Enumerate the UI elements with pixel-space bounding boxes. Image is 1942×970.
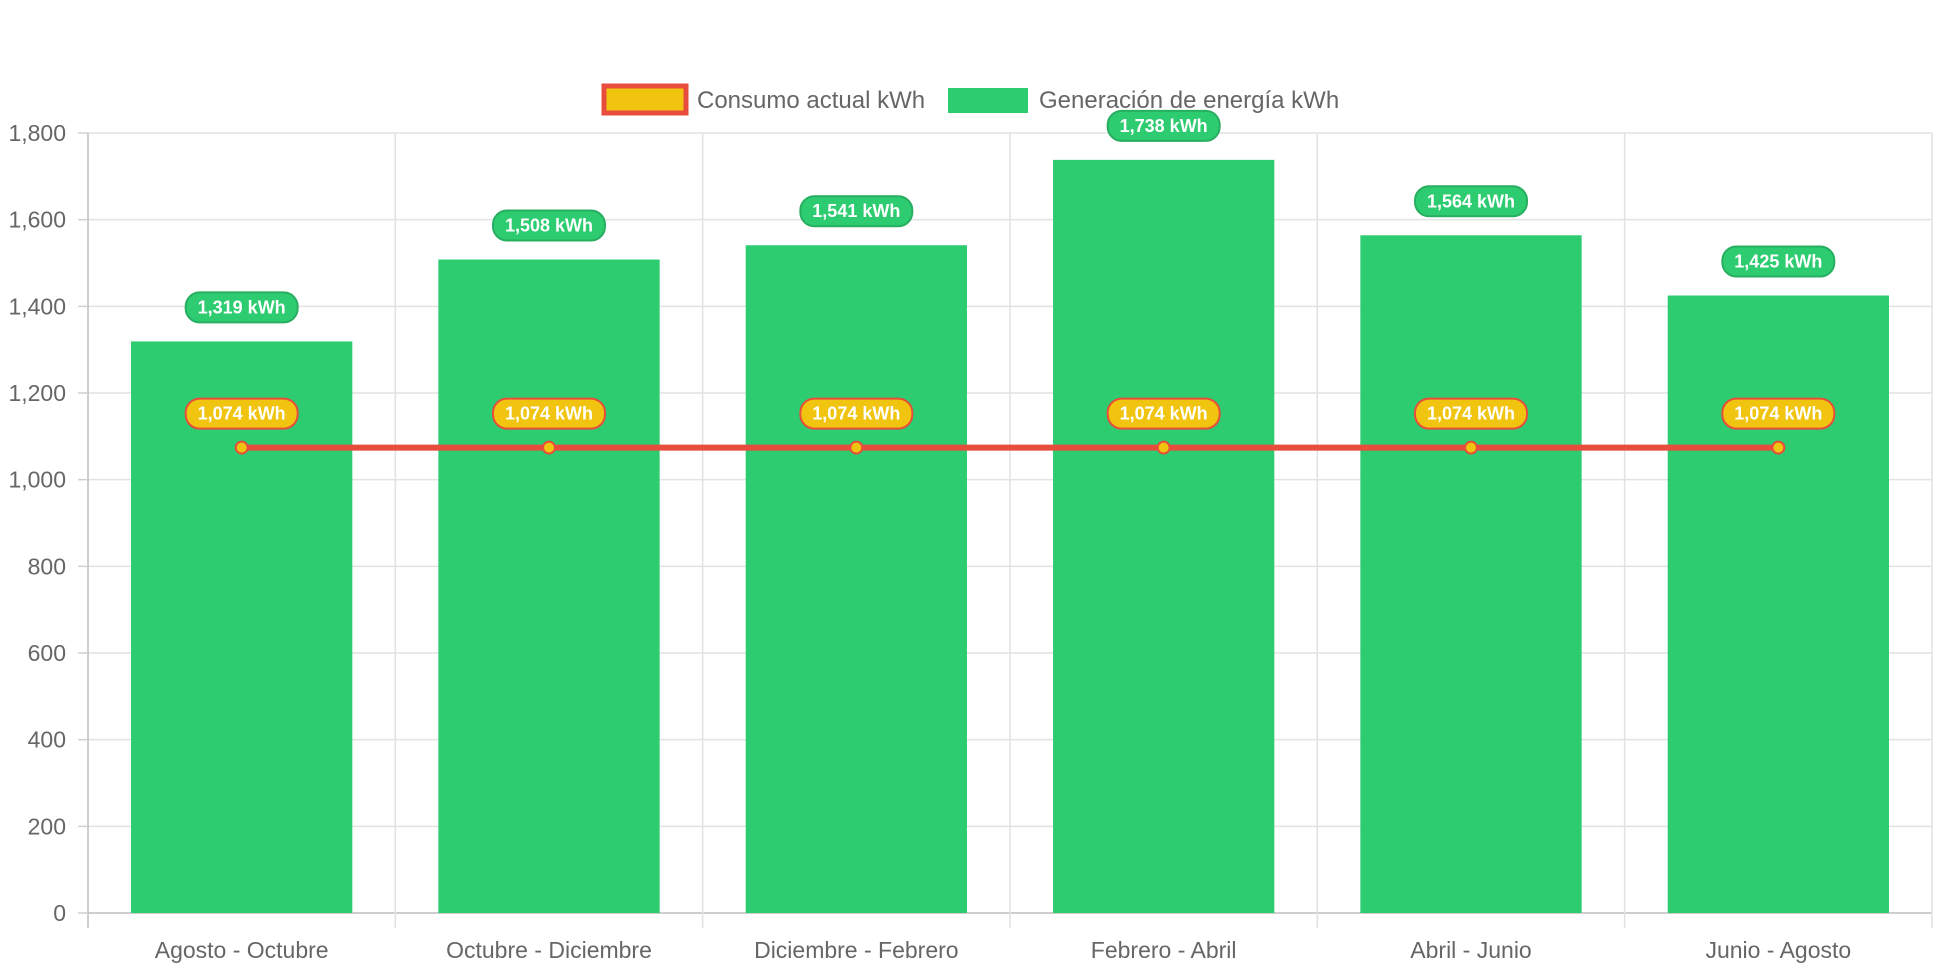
data-labels: 1,319 kWh 1,508 kWh 1,541 kWh 1,738 kWh 1,56… [184, 109, 1836, 430]
data-label-generacion: 1,564 kWh [1414, 185, 1528, 218]
x-tick-label: Agosto - Octubre [155, 937, 329, 963]
data-label-generacion-box [492, 209, 606, 242]
data-label-generacion: 1,508 kWh [492, 209, 606, 242]
data-label-consumo-text: 1,074 kWh [505, 404, 593, 424]
grid [87, 132, 1933, 928]
point-consumo [1464, 440, 1478, 455]
data-label-generacion-text: 1,541 kWh [812, 201, 900, 221]
data-label-generacion: 1,738 kWh [1106, 109, 1221, 142]
line-series-consumo [234, 440, 1786, 455]
legend-label-consumo: Consumo actual kWh [697, 87, 925, 114]
data-label-generacion-box [184, 291, 299, 324]
bar-generacion [745, 245, 967, 913]
point-consumo [1156, 440, 1171, 455]
data-label-consumo-text: 1,074 kWh [1120, 404, 1208, 424]
y-tick-label: 1,800 [8, 120, 66, 146]
data-label-consumo: 1,074 kWh [1106, 397, 1221, 430]
data-label-generacion: 1,425 kWh [1721, 245, 1836, 278]
bar-generacion [131, 341, 353, 913]
x-tick-label: Diciembre - Febrero [754, 937, 959, 963]
point-consumo [234, 440, 249, 455]
point-consumo [849, 440, 864, 455]
data-label-generacion-box [1721, 245, 1836, 278]
x-tick-label: Octubre - Diciembre [446, 937, 652, 963]
data-label-consumo: 1,074 kWh [1414, 397, 1528, 430]
x-tick-label: Junio - Agosto [1705, 937, 1851, 963]
bar-series-generacion [131, 159, 1889, 913]
data-label-generacion: 1,541 kWh [799, 195, 914, 228]
data-label-generacion-text: 1,564 kWh [1427, 191, 1515, 211]
y-tick-label: 600 [28, 640, 66, 666]
data-label-generacion-text: 1,319 kWh [198, 297, 286, 317]
y-tick-label: 1,000 [8, 467, 66, 493]
axes: 0 200 400 600 800 1,000 1,200 1,400 1,600 1,800 Ag… [8, 120, 1851, 963]
data-label-consumo-box [492, 397, 606, 430]
y-tick-label: 1,200 [8, 380, 66, 406]
data-label-generacion-box [1414, 185, 1528, 218]
data-label-consumo-text: 1,074 kWh [812, 404, 900, 424]
legend-swatch-consumo [601, 83, 689, 116]
data-label-consumo-box [1106, 397, 1221, 430]
legend-item-generacion[interactable]: Generación de energía kWh [948, 87, 1339, 114]
data-label-consumo-text: 1,074 kWh [1734, 404, 1822, 424]
bar-generacion [1360, 235, 1582, 913]
legend-item-consumo[interactable]: Consumo actual kWh [601, 83, 925, 116]
data-label-consumo-box [799, 397, 914, 430]
data-label-generacion-box [799, 195, 914, 228]
y-tick-label: 200 [28, 813, 66, 839]
legend-label-generacion: Generación de energía kWh [1039, 87, 1339, 114]
data-label-consumo: 1,074 kWh [184, 397, 299, 430]
data-label-generacion-text: 1,425 kWh [1734, 252, 1822, 272]
data-label-generacion-text: 1,508 kWh [505, 216, 593, 236]
x-tick-label: Abril - Junio [1410, 937, 1531, 963]
bar-generacion [1053, 159, 1275, 913]
bar-generacion [438, 259, 660, 913]
y-tick-label: 800 [28, 553, 66, 579]
data-label-generacion-box [1106, 109, 1221, 142]
point-consumo [1771, 440, 1786, 455]
data-label-consumo-box [1414, 397, 1528, 430]
point-consumo [542, 440, 556, 455]
data-label-consumo: 1,074 kWh [492, 397, 606, 430]
data-label-consumo-text: 1,074 kWh [198, 404, 286, 424]
data-label-generacion: 1,319 kWh [184, 291, 299, 324]
data-label-consumo: 1,074 kWh [1721, 397, 1836, 430]
y-tick-label: 400 [28, 727, 66, 753]
legend[interactable]: Consumo actual kWh Generación de energía… [601, 83, 1339, 116]
x-tick-label: Febrero - Abril [1091, 937, 1237, 963]
y-tick-label: 1,600 [8, 207, 66, 233]
data-label-consumo: 1,074 kWh [799, 397, 914, 430]
data-label-consumo-box [1721, 397, 1836, 430]
legend-swatch-generacion [948, 88, 1028, 113]
bar-generacion [1667, 295, 1889, 913]
data-label-consumo-box [184, 397, 299, 430]
data-label-generacion-text: 1,738 kWh [1120, 116, 1208, 136]
data-label-consumo-text: 1,074 kWh [1427, 404, 1515, 424]
y-tick-label: 1,400 [8, 293, 66, 319]
y-tick-label: 0 [53, 900, 66, 926]
